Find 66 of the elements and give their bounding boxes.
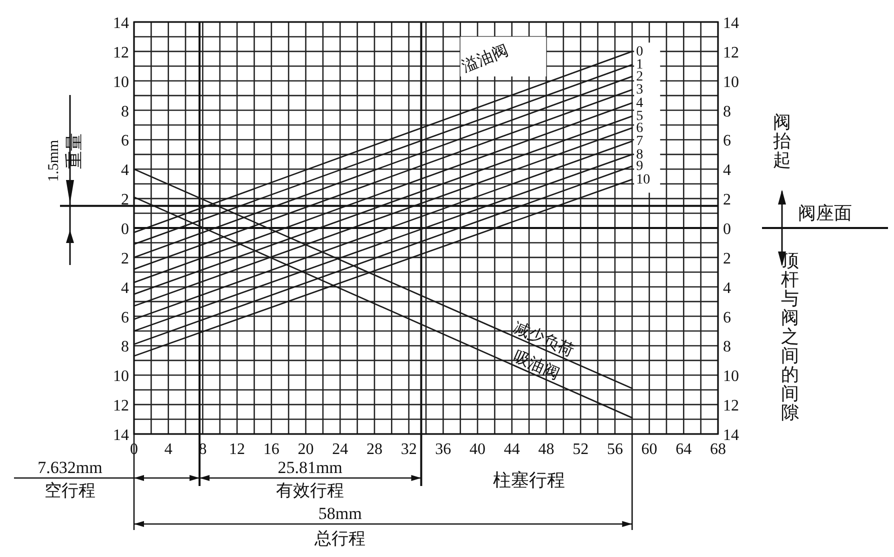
y-tick-label: 0: [121, 221, 129, 238]
y-tick-label: 4: [121, 162, 129, 180]
y2-tick-label: 12: [723, 398, 739, 415]
text: 25.81mm: [278, 458, 342, 477]
series-label: 4: [636, 96, 644, 111]
y2-tick-label: 8: [723, 103, 731, 120]
y2-tick-label: 10: [723, 368, 739, 386]
x-tick-label: 16: [263, 441, 280, 458]
y-tick-label: 10: [113, 368, 129, 386]
x-tick-label: 60: [641, 441, 658, 458]
x-tick-label: 40: [470, 441, 486, 458]
y2-tick-label: 8: [723, 338, 731, 356]
ref-line-label: 1.5mm: [46, 140, 62, 182]
y2-tick-label: 0: [723, 221, 731, 238]
x-tick-label: 64: [676, 441, 692, 458]
y-tick-label: 12: [113, 44, 129, 62]
series-label: 6: [636, 120, 644, 136]
y2-tick-label: 12: [723, 44, 739, 62]
series-label: 9: [636, 159, 644, 174]
series-label: 7: [636, 134, 644, 150]
x-tick-label: 28: [366, 441, 382, 458]
y-tick-label: 12: [113, 398, 129, 415]
text: 空行程: [44, 481, 96, 500]
annotation: 溢油阀: [459, 41, 511, 76]
text: 有效行程: [276, 481, 344, 500]
y-tick-label: 2: [121, 192, 129, 209]
x-tick-label: 4: [164, 441, 172, 458]
text: 总行程: [314, 529, 366, 548]
x-tick-label: 32: [400, 441, 417, 458]
y-tick-label: 14: [113, 427, 129, 444]
y2-tick-label: 14: [723, 15, 739, 32]
y-tick-label: 8: [121, 103, 129, 120]
y2-tick-label: 2: [723, 250, 731, 268]
text: 阀抬起: [773, 112, 791, 170]
x-tick-label: 44: [504, 441, 520, 458]
y-tick-label: 2: [121, 250, 129, 268]
text: 58mm: [318, 504, 362, 523]
x-tick-label: 36: [435, 441, 452, 458]
y-tick-label: 10: [113, 74, 129, 91]
series-label: 0: [636, 44, 644, 60]
y2-tick-label: 6: [723, 309, 731, 326]
y2-tick-label: 4: [723, 162, 731, 180]
x-tick-label: 20: [298, 441, 314, 458]
y-tick-label: 6: [121, 132, 129, 150]
text: 顶杆与阀之间的间隙: [781, 250, 799, 422]
y2-tick-label: 6: [723, 132, 731, 150]
x-tick-label: 56: [606, 441, 623, 458]
series-label: 3: [636, 82, 644, 98]
y2-tick-label: 14: [723, 427, 739, 444]
y2-tick-label: 2: [723, 192, 731, 209]
y-tick-label: 6: [121, 309, 129, 326]
x-axis-title: 柱塞行程: [493, 470, 566, 490]
y-tick-label: 4: [121, 280, 129, 297]
text: 7.632mm: [38, 458, 102, 477]
y2-tick-label: 4: [723, 280, 731, 297]
series-label: 10: [636, 172, 650, 188]
x-tick-label: 68: [710, 441, 726, 458]
series-label: 2: [636, 69, 644, 84]
x-tick-label: 12: [229, 441, 246, 458]
x-tick-label: 24: [332, 441, 348, 458]
text: 阀座面: [798, 203, 852, 224]
x-tick-label: 52: [572, 441, 589, 458]
y-tick-label: 8: [121, 338, 129, 356]
y2-tick-label: 10: [723, 74, 739, 91]
y-tick-label: 14: [113, 15, 129, 32]
x-tick-label: 48: [538, 441, 554, 458]
